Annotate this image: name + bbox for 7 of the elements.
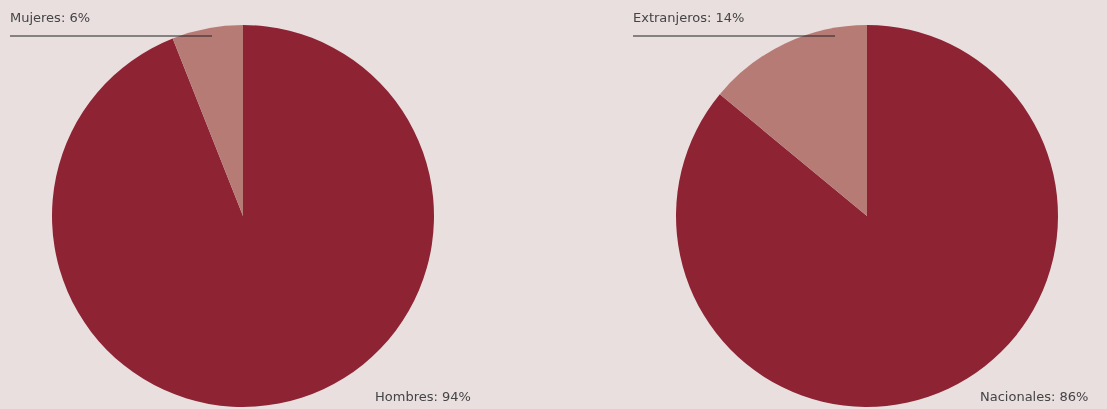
pie-slice bbox=[719, 25, 867, 216]
slice-label: Nacionales: 86% bbox=[980, 389, 1089, 404]
pie-slice bbox=[676, 25, 1058, 407]
pie-slice bbox=[172, 25, 243, 216]
slice-label: Extranjeros: 14% bbox=[633, 10, 745, 25]
slice-label: Mujeres: 6% bbox=[10, 10, 91, 25]
slice-label: Hombres: 94% bbox=[375, 389, 471, 404]
